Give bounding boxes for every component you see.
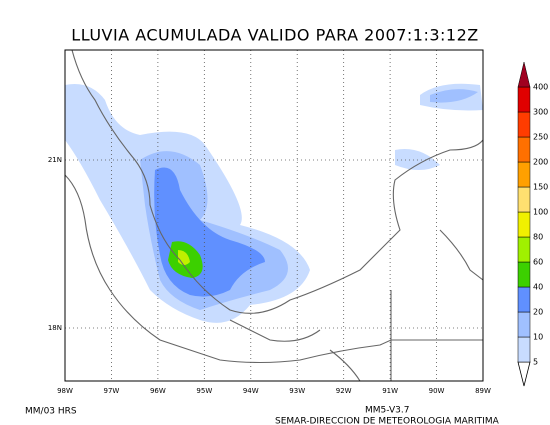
colorbar-under (517, 361, 531, 387)
colorbar-segment (517, 186, 531, 213)
colorbar-label: 300 (533, 108, 548, 117)
colorbar-label: 200 (533, 158, 548, 167)
colorbar-label: 20 (533, 308, 543, 317)
colorbar: 5 10 20 40 60 80 100 150 200 250 300 400 (517, 61, 548, 387)
colorbar-segment (517, 311, 531, 338)
colorbar-segment (517, 161, 531, 188)
map-area (64, 49, 484, 382)
lat-label: 18N (48, 324, 62, 332)
footer-agency: SEMAR-DIRECCION DE METEOROLOGIA MARITIMA (275, 417, 500, 425)
colorbar-segment (517, 136, 531, 163)
colorbar-label: 150 (533, 183, 548, 192)
map-frame (64, 49, 484, 382)
colorbar-label: 400 (533, 83, 548, 92)
lon-label: 92W (336, 387, 352, 395)
colorbar-segment (517, 211, 531, 238)
coastline (64, 49, 484, 382)
lon-label: 98W (57, 387, 73, 395)
colorbar-segment (517, 286, 531, 313)
colorbar-label: 10 (533, 333, 543, 342)
colorbar-label: 100 (533, 208, 548, 217)
colorbar-label: 5 (533, 358, 538, 367)
colorbar-label: 250 (533, 133, 548, 142)
rain-field (65, 83, 483, 323)
lon-label: 96W (150, 387, 166, 395)
lat-label: 21N (48, 156, 62, 164)
colorbar-segment (517, 86, 531, 113)
rain-5 (395, 149, 440, 170)
colorbar-over (517, 61, 531, 88)
colorbar-segment (517, 236, 531, 263)
colorbar-label: 60 (533, 258, 543, 267)
lon-label: 95W (196, 387, 212, 395)
lon-label: 89W (475, 387, 491, 395)
rain-10 (430, 89, 478, 103)
lon-label: 93W (289, 387, 305, 395)
lon-label: 91W (382, 387, 398, 395)
title: LLUVIA ACUMULADA VALIDO PARA 2007:1:3:12… (71, 26, 478, 45)
colorbar-segment (517, 261, 531, 288)
lon-label: 90W (429, 387, 445, 395)
footer-left: MM/03 HRS (25, 407, 77, 417)
lon-label: 97W (104, 387, 120, 395)
footer-model: MM5-V3.7 (365, 406, 409, 416)
colorbar-segment (517, 111, 531, 138)
colorbar-label: 80 (533, 233, 543, 242)
colorbar-segment (517, 336, 531, 363)
colorbar-label: 40 (533, 283, 543, 292)
grid (65, 50, 483, 381)
lon-label: 94W (243, 387, 259, 395)
